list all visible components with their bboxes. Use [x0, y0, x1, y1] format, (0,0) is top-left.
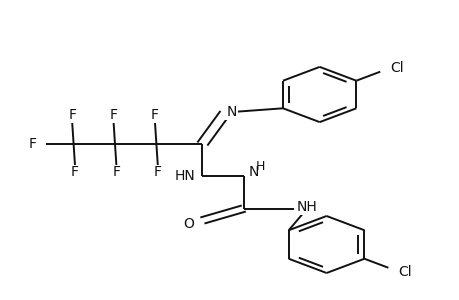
Text: Cl: Cl: [397, 265, 411, 278]
Text: H: H: [255, 160, 264, 173]
Text: F: F: [151, 109, 159, 122]
Text: N: N: [226, 105, 236, 118]
Text: F: F: [71, 166, 79, 179]
Text: F: F: [68, 109, 76, 122]
Text: N: N: [248, 166, 258, 179]
Text: Cl: Cl: [389, 61, 403, 75]
Text: F: F: [109, 109, 118, 122]
Text: HN: HN: [174, 169, 195, 182]
Text: F: F: [153, 166, 162, 179]
Text: NH: NH: [296, 200, 317, 214]
Text: F: F: [28, 137, 36, 151]
Text: O: O: [183, 217, 194, 230]
Text: F: F: [112, 166, 120, 179]
